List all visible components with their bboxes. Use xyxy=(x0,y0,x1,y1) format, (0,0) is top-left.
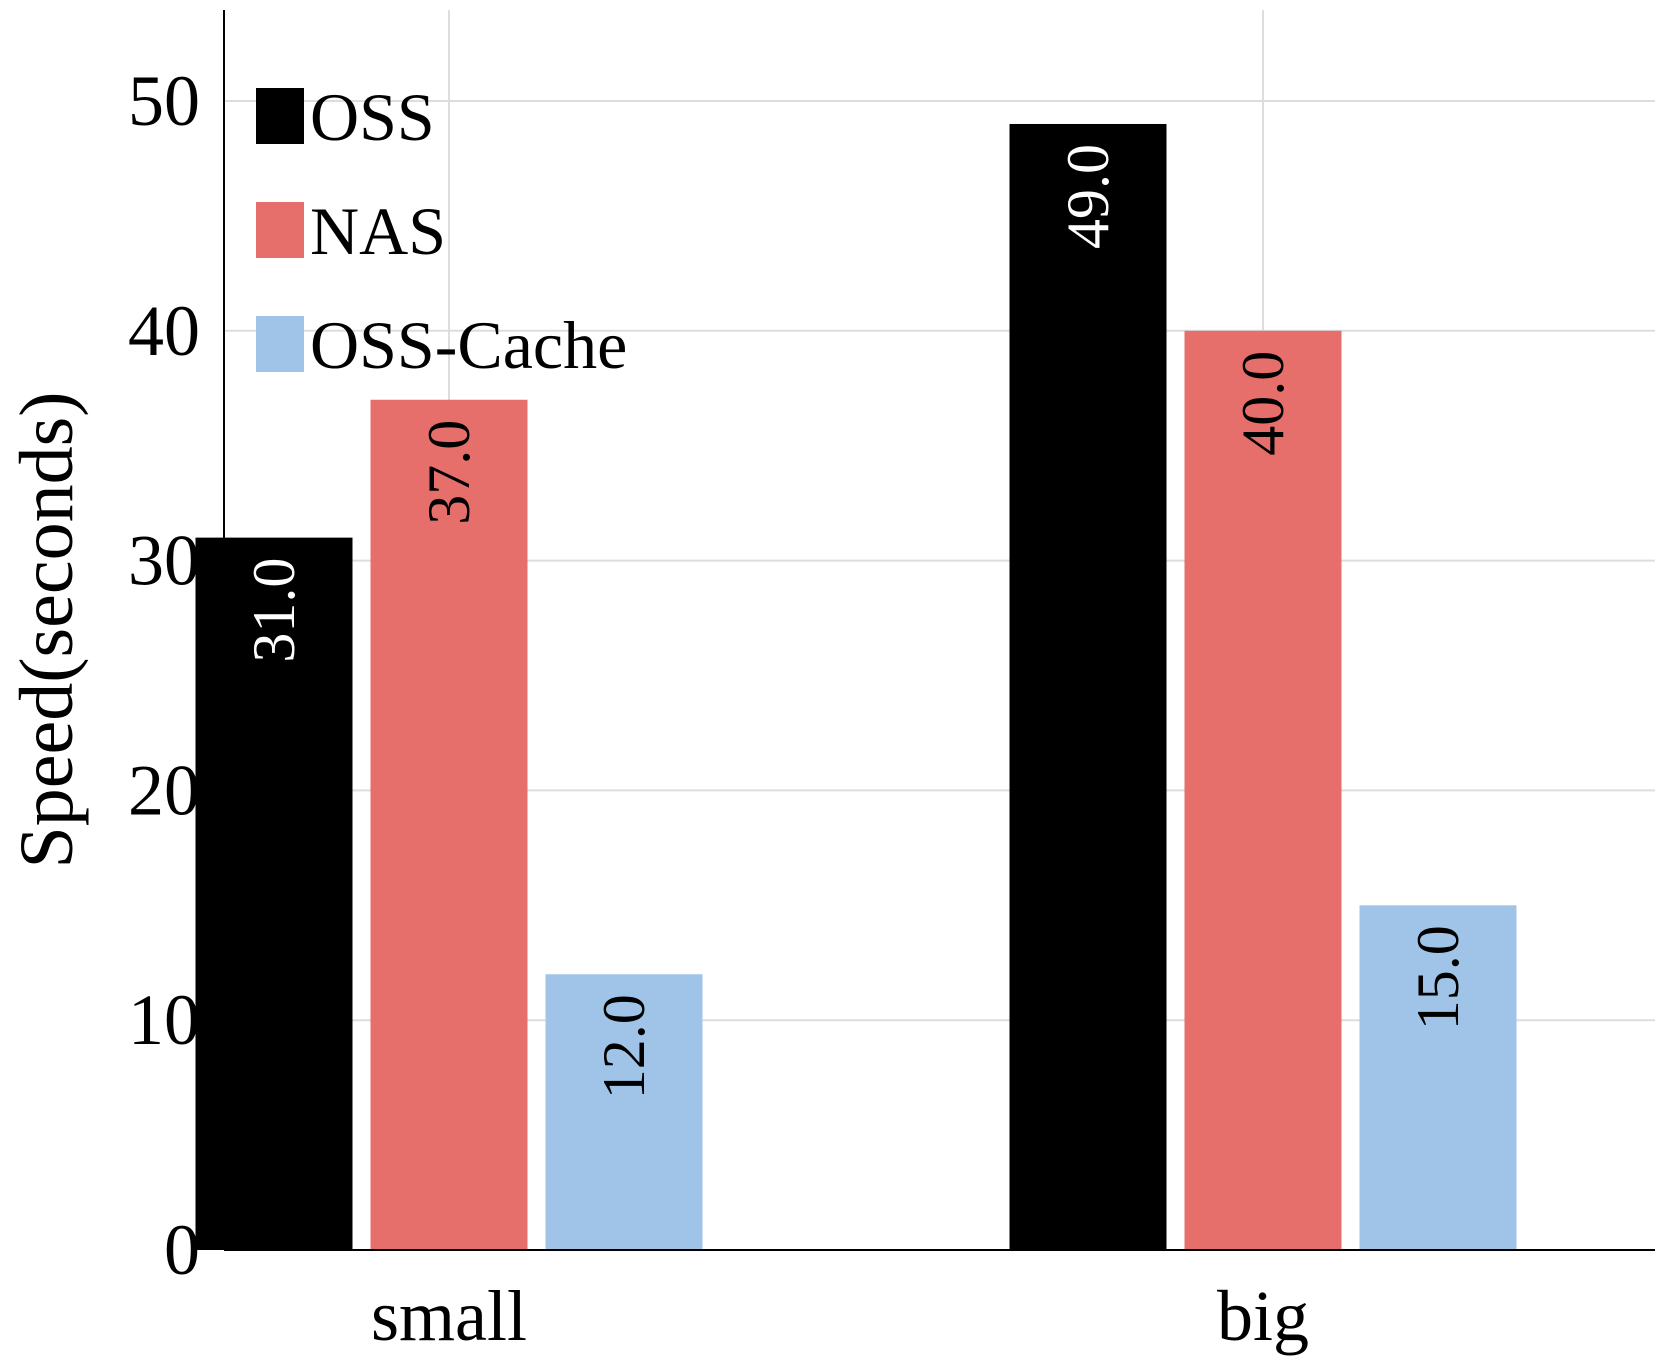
x-tick-label: big xyxy=(1217,1276,1309,1356)
y-tick-label: 20 xyxy=(128,750,200,830)
legend: OSS NAS OSS-Cache xyxy=(256,79,627,383)
bar-nas-small xyxy=(370,399,528,1250)
legend-swatch-oss-cache xyxy=(256,316,304,372)
y-tick-label: 0 xyxy=(164,1210,200,1290)
y-tick-labels: 0 10 20 30 40 50 xyxy=(128,61,200,1290)
x-tick-labels: small big xyxy=(371,1276,1309,1356)
legend-label-oss: OSS xyxy=(310,79,435,155)
y-axis-title: Speed(seconds) xyxy=(5,392,89,869)
bar-value-label: 40.0 xyxy=(1230,351,1296,456)
bar-value-label: 37.0 xyxy=(416,420,482,525)
bar-value-label: 15.0 xyxy=(1405,925,1471,1030)
bar-oss-cache-small xyxy=(545,974,703,1250)
bar-oss-small xyxy=(195,537,353,1250)
y-tick-label: 40 xyxy=(128,291,200,371)
x-tick-label: small xyxy=(371,1276,527,1356)
bar-oss-cache-big xyxy=(1359,905,1517,1250)
y-tick-label: 10 xyxy=(128,980,200,1060)
bar-oss-big xyxy=(1009,123,1167,1251)
bar-value-label: 12.0 xyxy=(591,994,657,1099)
y-tick-label: 30 xyxy=(128,521,200,601)
y-tick-label: 50 xyxy=(128,61,200,141)
bars: 31.0 37.0 12.0 49.0 40.0 15.0 xyxy=(195,123,1517,1251)
bar-nas-big xyxy=(1184,330,1342,1250)
legend-label-nas: NAS xyxy=(310,193,446,269)
bar-value-label: 49.0 xyxy=(1055,144,1121,249)
legend-swatch-nas xyxy=(256,202,304,258)
legend-label-oss-cache: OSS-Cache xyxy=(310,307,627,383)
legend-swatch-oss xyxy=(256,88,304,144)
axes xyxy=(223,10,1655,1251)
bar-value-label: 31.0 xyxy=(241,558,307,663)
